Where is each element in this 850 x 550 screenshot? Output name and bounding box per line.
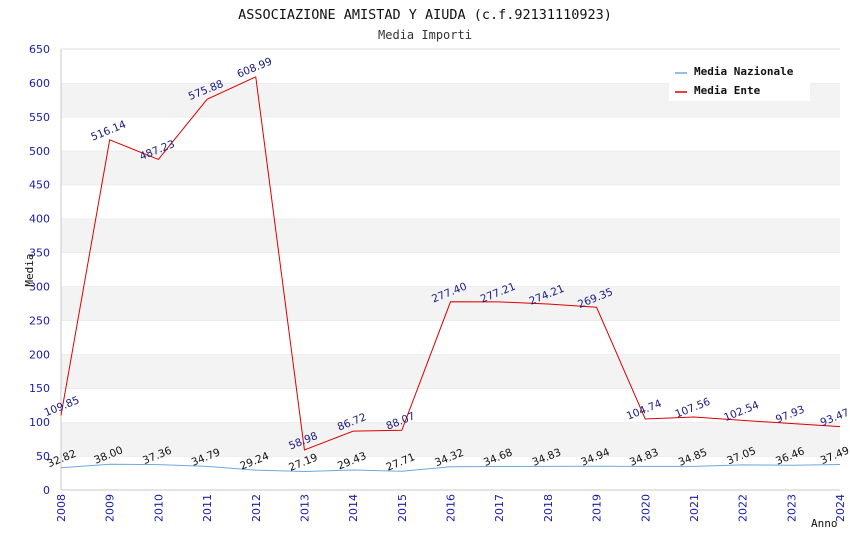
y-tick-label: 400: [29, 213, 50, 226]
y-tick-label: 450: [29, 179, 50, 192]
grid-band: [61, 286, 840, 321]
axes: [60, 49, 840, 491]
x-tick-label: 2016: [445, 494, 458, 522]
x-tick-label: 2008: [55, 494, 68, 522]
legend: Media Nazionale Media Ente: [669, 61, 810, 101]
y-tick-label: 150: [29, 382, 50, 395]
y-tick-label: 100: [29, 416, 50, 429]
x-axis-label: Anno: [811, 517, 838, 530]
y-tick-label: 350: [29, 247, 50, 260]
grid-band: [61, 354, 840, 389]
x-tick-label: 2023: [785, 494, 798, 522]
y-tick-label: 500: [29, 145, 50, 158]
y-tick-label: 300: [29, 280, 50, 293]
x-tick-label: 2009: [104, 494, 117, 522]
x-tick-label: 2018: [542, 494, 555, 522]
y-tick-label: 200: [29, 348, 50, 361]
x-tick-label: 2020: [639, 494, 652, 522]
y-tick-label: 650: [29, 43, 50, 56]
x-tick-label: 2024: [834, 494, 847, 522]
chart-subtitle: Media Importi: [378, 28, 472, 42]
x-tick-label: 2014: [347, 494, 360, 522]
y-tick-labels: 0 50 100 150 200 250 300 350 400 450 500 550 600 650: [29, 43, 50, 497]
x-tick-labels: 2008 2009 2010 2011 2012 2013 2014 2015 2016 2017…: [55, 494, 847, 522]
x-tick-label: 2021: [688, 494, 701, 522]
grid-band: [61, 320, 840, 355]
series-line-media-nazionale: [60, 463, 841, 473]
legend-label-media-ente: Media Ente: [694, 84, 761, 97]
y-tick-label: 550: [29, 111, 50, 124]
x-tick-label: 2013: [298, 494, 311, 522]
grid-band: [61, 218, 840, 253]
x-tick-label: 2010: [152, 494, 165, 522]
series-line-media-ente: [60, 76, 841, 451]
x-tick-label: 2011: [201, 494, 214, 522]
grid-band: [61, 252, 840, 287]
x-tick-label: 2017: [493, 494, 506, 522]
grid-band: [61, 456, 840, 490]
x-tick-label: 2019: [591, 494, 604, 522]
grid-band: [61, 388, 840, 423]
y-tick-label: 250: [29, 314, 50, 327]
y-tick-label: 50: [36, 450, 50, 463]
grid-bands: [61, 48, 840, 490]
y-axis-label: Media: [23, 253, 36, 286]
legend-box: [669, 61, 810, 101]
x-tick-label: 2015: [396, 494, 409, 522]
grid-band: [61, 422, 840, 457]
legend-label-media-nazionale: Media Nazionale: [694, 65, 794, 78]
grid-band: [61, 184, 840, 219]
x-tick-label: 2012: [250, 494, 263, 522]
series-lines: [60, 76, 841, 473]
y-tick-label: 0: [43, 484, 50, 497]
grid-band: [61, 116, 840, 151]
chart-title: ASSOCIAZIONE AMISTAD Y AIUDA (c.f.921311…: [238, 7, 612, 23]
y-tick-label: 600: [29, 77, 50, 90]
grid-band: [61, 150, 840, 185]
x-tick-label: 2022: [737, 494, 750, 522]
